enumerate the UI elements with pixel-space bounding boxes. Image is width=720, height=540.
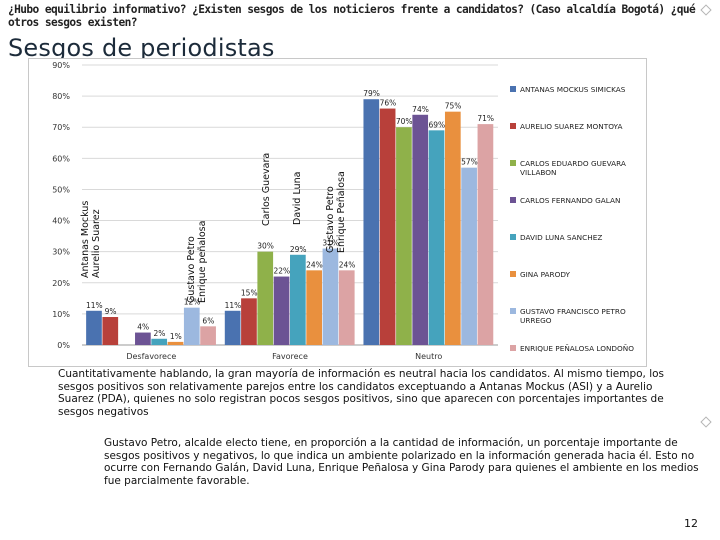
data-label: 79% <box>363 89 380 98</box>
legend-swatch <box>510 271 516 277</box>
annotation-petro-penalosa-desfavorece-line2: Enrique peñalosa <box>197 220 208 303</box>
bar <box>396 127 412 345</box>
data-label: 12% <box>184 298 201 307</box>
data-label: 1% <box>170 332 182 341</box>
legend-swatch <box>510 160 516 166</box>
bar <box>477 124 494 345</box>
data-label: 24% <box>339 260 356 269</box>
data-label: 31% <box>322 239 339 248</box>
annotation-petro-penalosa-favorece-line1: Gustavo Petro <box>325 186 336 253</box>
slide-question: ¿Hubo equilibrio informativo? ¿Existen s… <box>8 3 696 29</box>
annotation-david-luna-line1: David Luna <box>292 171 303 225</box>
y-tick-label: 50% <box>52 185 70 194</box>
bar <box>322 248 339 345</box>
bar <box>224 310 241 345</box>
bar <box>379 108 396 345</box>
x-tick-label: Favorece <box>272 352 308 361</box>
bar <box>290 254 306 345</box>
annotation-petro-penalosa-desfavorece: Gustavo Petro Enrique peñalosa <box>186 221 208 303</box>
y-tick-label: 60% <box>52 154 70 163</box>
data-label: 9% <box>105 307 117 316</box>
bar <box>241 298 257 345</box>
page-number: 12 <box>684 517 698 530</box>
page-title: Sesgos de periodistas <box>8 34 275 62</box>
bar <box>183 307 200 345</box>
annotation-mockus-suarez-line2: Aurelio Suarez <box>91 209 102 278</box>
data-label: 69% <box>428 120 445 129</box>
bar <box>135 332 151 345</box>
legend-entry-line: CARLOS EDUARDO GUEVARA <box>520 159 626 168</box>
data-label: 6% <box>202 316 214 325</box>
analysis-paragraph-2: Gustavo Petro, alcalde electo tiene, en … <box>104 437 699 487</box>
bar <box>167 341 184 345</box>
y-tick-label: 90% <box>52 61 70 70</box>
x-tick-label: Desfavorece <box>126 352 176 361</box>
legend-swatch <box>510 234 516 240</box>
data-label: 15% <box>241 288 258 297</box>
legend-entry-line: DAVID LUNA SANCHEZ <box>520 233 602 242</box>
bar <box>306 270 322 345</box>
legend-entry-line: ANTANAS MOCKUS SIMICKAS <box>520 85 626 94</box>
data-label: 4% <box>137 323 149 332</box>
legend-entry-line: GINA PARODY <box>520 270 571 279</box>
legend-entry-line: ENRIQUE PEÑALOSA LONDOÑO <box>520 344 634 353</box>
bar <box>338 270 355 345</box>
legend-swatch <box>510 123 516 129</box>
bar <box>363 99 380 345</box>
bar <box>273 276 290 345</box>
annotation-petro-penalosa-desfavorece-line1: Gustavo Petro <box>186 236 197 303</box>
data-label: 75% <box>445 102 462 111</box>
annotation-petro-penalosa-favorece-line2: Enrique Peñalosa <box>336 171 347 253</box>
bar <box>444 111 461 345</box>
y-tick-label: 10% <box>52 310 70 319</box>
data-label: 22% <box>274 267 291 276</box>
y-tick-label: 40% <box>52 217 70 226</box>
bar <box>257 251 274 345</box>
data-label: 11% <box>86 301 103 310</box>
bar <box>428 130 445 345</box>
bar <box>461 167 477 345</box>
annotation-carlos-guevara: Carlos Guevara <box>261 153 272 226</box>
data-label: 71% <box>477 114 494 123</box>
annotation-petro-penalosa-favorece: Gustavo Petro Enrique Peñalosa <box>325 171 347 253</box>
legend-entry-line: GUSTAVO FRANCISCO PETRO <box>520 307 626 316</box>
bar <box>200 326 216 345</box>
legend-swatch <box>510 345 516 351</box>
data-label: 57% <box>461 158 478 167</box>
data-label: 29% <box>290 245 307 254</box>
annotation-david-luna: David Luna <box>292 172 303 225</box>
data-label: 74% <box>412 105 429 114</box>
data-label: 11% <box>225 301 242 310</box>
bar <box>151 338 168 345</box>
bar <box>412 114 429 346</box>
legend-swatch <box>510 308 516 314</box>
y-tick-label: 70% <box>52 123 70 132</box>
decorative-diamond-bottom <box>700 416 712 428</box>
y-tick-label: 20% <box>52 279 70 288</box>
analysis-paragraph-1: Cuantitativamente hablando, la gran mayo… <box>58 368 665 418</box>
annotation-carlos-guevara-line1: Carlos Guevara <box>261 152 272 226</box>
legend-swatch <box>510 86 516 92</box>
annotation-mockus-suarez: Antanas Mockus Aurelio Suarez <box>80 201 102 278</box>
annotation-mockus-suarez-line1: Antanas Mockus <box>80 200 91 278</box>
legend-entry-line: CARLOS FERNANDO GALAN <box>520 196 620 205</box>
legend-entry-line: URREGO <box>520 316 552 325</box>
data-label: 24% <box>306 260 323 269</box>
y-tick-label: 30% <box>52 248 70 257</box>
legend-entry-line: AURELIO SUAREZ MONTOYA <box>520 122 622 131</box>
bar-chart: 0%10%20%30%40%50%60%70%80%90%11%9%4%2% 1%… <box>28 58 647 367</box>
x-tick-label: Neutro <box>415 352 442 361</box>
data-label: 2% <box>154 329 166 338</box>
bar <box>102 317 119 345</box>
y-tick-label: 0% <box>57 341 70 350</box>
data-label: 30% <box>257 242 274 251</box>
data-label: 70% <box>396 117 413 126</box>
y-tick-label: 80% <box>52 92 70 101</box>
legend-swatch <box>510 197 516 203</box>
legend-entry-line: VILLABON <box>520 168 557 177</box>
bar <box>86 310 102 345</box>
data-label: 76% <box>380 99 397 108</box>
